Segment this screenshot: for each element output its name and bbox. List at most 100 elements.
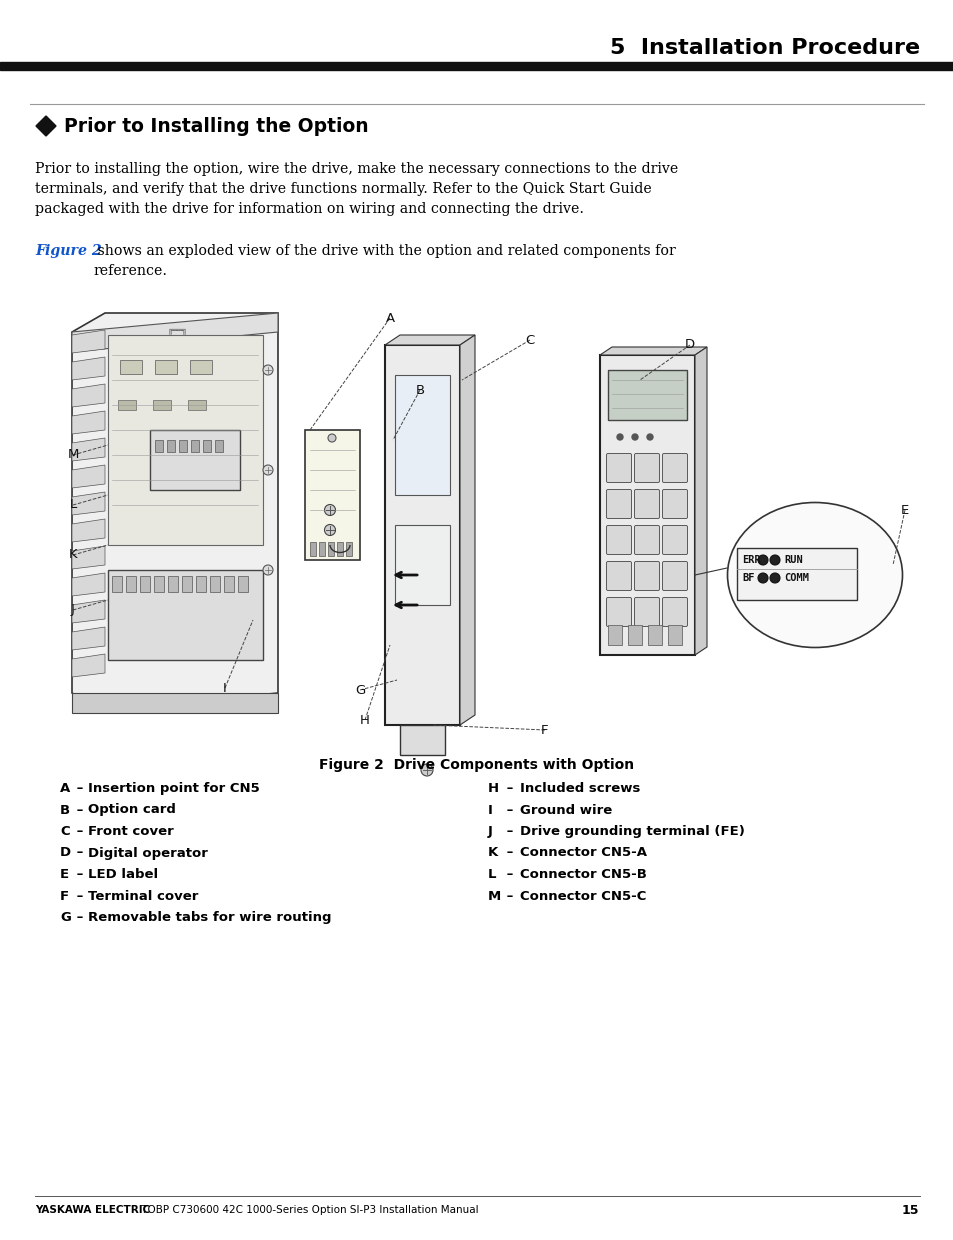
Circle shape xyxy=(324,505,335,516)
Polygon shape xyxy=(71,384,105,407)
Text: –: – xyxy=(71,847,88,859)
Text: –: – xyxy=(71,889,88,903)
Bar xyxy=(310,542,315,556)
Text: –: – xyxy=(71,868,88,880)
Text: F: F xyxy=(540,723,548,737)
Bar xyxy=(0,62,953,69)
Text: Connector CN5-A: Connector CN5-A xyxy=(519,847,646,859)
FancyBboxPatch shape xyxy=(634,526,659,554)
Bar xyxy=(607,370,686,420)
Bar xyxy=(191,440,199,453)
Text: C: C xyxy=(525,334,534,346)
Bar xyxy=(120,360,142,374)
Text: Drive grounding terminal (FE): Drive grounding terminal (FE) xyxy=(519,825,744,838)
Bar xyxy=(328,542,334,556)
Text: G: G xyxy=(355,683,365,697)
Text: 5  Installation Procedure: 5 Installation Procedure xyxy=(609,38,919,58)
Bar xyxy=(195,577,206,591)
Text: –: – xyxy=(501,847,517,859)
Bar xyxy=(150,430,240,490)
Text: A: A xyxy=(60,782,71,795)
Bar xyxy=(108,335,263,546)
Circle shape xyxy=(263,565,273,575)
Polygon shape xyxy=(71,465,105,489)
Polygon shape xyxy=(385,335,475,345)
Polygon shape xyxy=(71,600,105,622)
Bar xyxy=(188,401,206,410)
Text: Removable tabs for wire routing: Removable tabs for wire routing xyxy=(88,911,331,924)
Text: D: D xyxy=(684,339,695,351)
Text: K: K xyxy=(69,548,77,562)
Circle shape xyxy=(263,365,273,374)
FancyBboxPatch shape xyxy=(606,562,631,590)
Text: K: K xyxy=(488,847,497,859)
Text: M: M xyxy=(488,889,500,903)
Text: H: H xyxy=(488,782,498,795)
Bar xyxy=(154,440,163,453)
Circle shape xyxy=(758,573,767,583)
Text: ERR: ERR xyxy=(741,556,760,565)
Bar xyxy=(599,355,695,655)
Polygon shape xyxy=(71,312,277,352)
Bar xyxy=(112,577,122,591)
Bar xyxy=(318,542,325,556)
Text: Included screws: Included screws xyxy=(519,782,639,795)
Circle shape xyxy=(758,556,767,565)
FancyBboxPatch shape xyxy=(606,526,631,554)
Text: LED label: LED label xyxy=(88,868,158,880)
Bar xyxy=(385,345,459,725)
Bar xyxy=(305,430,359,560)
Bar xyxy=(237,577,248,591)
Text: shows an exploded view of the drive with the option and related components for
r: shows an exploded view of the drive with… xyxy=(92,244,675,278)
Text: RUN: RUN xyxy=(783,556,801,565)
Text: I: I xyxy=(223,682,227,694)
FancyBboxPatch shape xyxy=(634,490,659,518)
Circle shape xyxy=(420,764,433,776)
Text: Prior to Installing the Option: Prior to Installing the Option xyxy=(64,117,368,135)
Text: A: A xyxy=(385,311,395,325)
Text: Connector CN5-B: Connector CN5-B xyxy=(519,868,646,880)
Circle shape xyxy=(263,465,273,475)
Text: Terminal cover: Terminal cover xyxy=(88,889,198,903)
Text: Prior to installing the option, wire the drive, make the necessary connections t: Prior to installing the option, wire the… xyxy=(35,162,678,216)
Bar xyxy=(210,577,220,591)
Bar xyxy=(395,374,450,495)
FancyBboxPatch shape xyxy=(661,598,687,626)
Text: –: – xyxy=(71,825,88,838)
Circle shape xyxy=(324,525,335,536)
Text: C: C xyxy=(60,825,70,838)
Bar xyxy=(203,440,211,453)
Text: Option card: Option card xyxy=(88,804,175,816)
Polygon shape xyxy=(459,335,475,725)
Circle shape xyxy=(646,434,652,440)
Bar xyxy=(607,625,621,645)
Text: COMM: COMM xyxy=(783,573,808,583)
Text: –: – xyxy=(501,825,517,838)
Text: –: – xyxy=(501,868,517,880)
Polygon shape xyxy=(71,312,277,711)
FancyBboxPatch shape xyxy=(634,454,659,482)
Text: E: E xyxy=(60,868,69,880)
Bar xyxy=(167,440,174,453)
Circle shape xyxy=(631,434,638,440)
Text: –: – xyxy=(501,889,517,903)
Bar xyxy=(179,440,187,453)
FancyBboxPatch shape xyxy=(606,490,631,518)
Text: –: – xyxy=(71,911,88,924)
Circle shape xyxy=(328,434,335,441)
Bar xyxy=(346,542,352,556)
Polygon shape xyxy=(71,573,105,596)
Polygon shape xyxy=(71,693,277,713)
FancyBboxPatch shape xyxy=(661,490,687,518)
Bar xyxy=(108,570,263,660)
Polygon shape xyxy=(71,520,105,542)
Bar xyxy=(627,625,641,645)
Text: B: B xyxy=(415,383,424,397)
Text: E: E xyxy=(900,503,908,517)
Bar xyxy=(152,401,171,410)
FancyBboxPatch shape xyxy=(661,526,687,554)
Polygon shape xyxy=(71,357,105,379)
Polygon shape xyxy=(71,627,105,650)
Text: Front cover: Front cover xyxy=(88,825,173,838)
Text: L: L xyxy=(488,868,496,880)
